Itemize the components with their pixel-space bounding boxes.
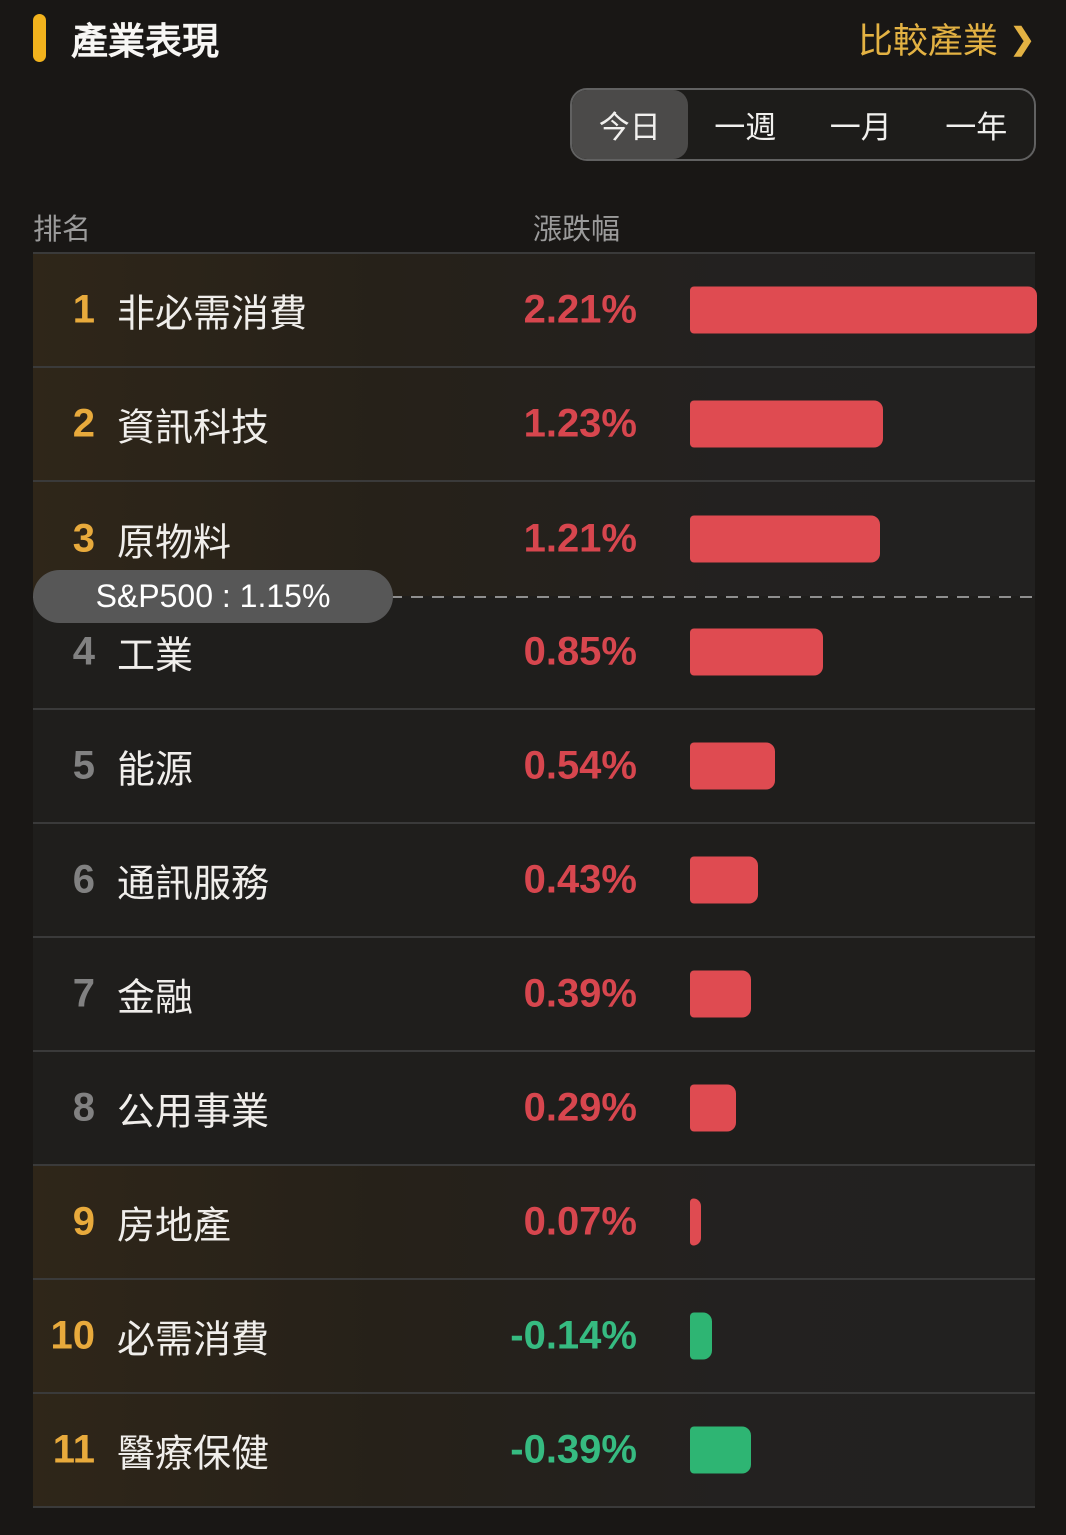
change-bar	[690, 856, 758, 904]
rank-number: 11	[52, 1427, 95, 1472]
sector-name: 公用事業	[117, 1091, 270, 1134]
column-header-change: 漲跌幅	[533, 214, 621, 246]
table-row[interactable]: 7 金融 0.39%	[33, 938, 1035, 1052]
rank-number: 8	[72, 1085, 95, 1130]
change-percent: 1.21%	[523, 516, 637, 561]
sector-name: 原物料	[117, 522, 232, 565]
change-percent: -0.39%	[510, 1427, 637, 1472]
table-row[interactable]: 6 通訊服務 0.43%	[33, 824, 1035, 938]
table-row[interactable]: 10 必需消費 -0.14%	[33, 1280, 1035, 1394]
rank-number: 4	[72, 629, 95, 674]
change-bar	[690, 970, 751, 1018]
panel-header: 產業表現 比較產業 ❯	[33, 12, 1035, 64]
change-bar	[690, 1312, 712, 1360]
table-row[interactable]: 3 原物料 1.21% S&P500 : 1.15%	[33, 482, 1035, 623]
change-bar	[690, 1198, 701, 1246]
column-headers: 排名 漲跌幅	[33, 206, 1035, 246]
tab-一年[interactable]: 一年	[945, 110, 1008, 145]
table-row[interactable]: 11 醫療保健 -0.39%	[33, 1394, 1035, 1508]
rank-number: 5	[72, 743, 95, 788]
table-row[interactable]: 9 房地產 0.07%	[33, 1166, 1035, 1280]
change-percent: 0.29%	[523, 1085, 637, 1130]
benchmark-label: S&P500 : 1.15%	[95, 578, 331, 614]
change-percent: -0.14%	[510, 1313, 637, 1358]
change-bar	[690, 742, 775, 790]
period-tabs: 今日 一週 一月 一年	[570, 88, 1036, 161]
sector-name: 資訊科技	[117, 407, 270, 450]
benchmark-pill: S&P500 : 1.15%	[33, 570, 393, 623]
column-header-rank: 排名	[33, 214, 92, 246]
change-bar	[690, 1084, 736, 1132]
compare-link-label: 比較產業	[857, 21, 998, 61]
compare-industries-link[interactable]: 比較產業 ❯	[858, 13, 1035, 64]
change-percent: 0.85%	[523, 629, 637, 674]
tab-一週[interactable]: 一週	[714, 110, 777, 145]
sector-name: 非必需消費	[117, 293, 308, 336]
sector-table: 1 非必需消費 2.21% 2 資訊科技 1.23% 3 原物料 1.21% S&P500 : 1…	[33, 252, 1037, 1508]
change-percent: 0.39%	[523, 971, 637, 1016]
table-row[interactable]: 8 公用事業 0.29%	[33, 1052, 1035, 1166]
chevron-right-icon: ❯	[1009, 22, 1035, 56]
rank-number: 6	[72, 857, 95, 902]
change-bar	[690, 400, 883, 448]
change-percent: 1.23%	[523, 401, 637, 446]
rank-number: 10	[50, 1313, 96, 1358]
table-row[interactable]: 4 工業 0.85%	[33, 596, 1035, 710]
sector-name: 能源	[117, 749, 194, 792]
rank-number: 9	[72, 1199, 95, 1244]
rank-number: 3	[72, 516, 95, 561]
change-bar	[690, 515, 880, 563]
change-percent: 0.07%	[523, 1199, 637, 1244]
change-bar	[690, 286, 1037, 334]
sector-name: 必需消費	[117, 1319, 270, 1362]
benchmark-dashed-line	[33, 596, 1035, 598]
change-bar	[690, 1426, 751, 1474]
change-percent: 0.54%	[523, 743, 637, 788]
change-bar	[690, 628, 823, 676]
change-percent: 2.21%	[523, 287, 637, 332]
table-row[interactable]: 2 資訊科技 1.23%	[33, 368, 1035, 482]
tab-一月[interactable]: 一月	[829, 110, 892, 145]
sector-name: 房地產	[117, 1205, 232, 1248]
sector-name: 工業	[117, 635, 194, 678]
table-row[interactable]: 1 非必需消費 2.21%	[33, 254, 1037, 368]
rank-number: 7	[72, 971, 95, 1016]
page-title: 產業表現	[71, 21, 219, 62]
table-row[interactable]: 5 能源 0.54%	[33, 710, 1035, 824]
sector-name: 金融	[117, 977, 194, 1020]
change-percent: 0.43%	[523, 857, 637, 902]
sector-name: 醫療保健	[117, 1433, 270, 1476]
title-accent-bar	[33, 14, 46, 62]
tab-今日[interactable]: 今日	[572, 90, 688, 159]
rank-number: 2	[72, 401, 95, 446]
sector-name: 通訊服務	[117, 863, 270, 906]
rank-number: 1	[72, 287, 95, 332]
